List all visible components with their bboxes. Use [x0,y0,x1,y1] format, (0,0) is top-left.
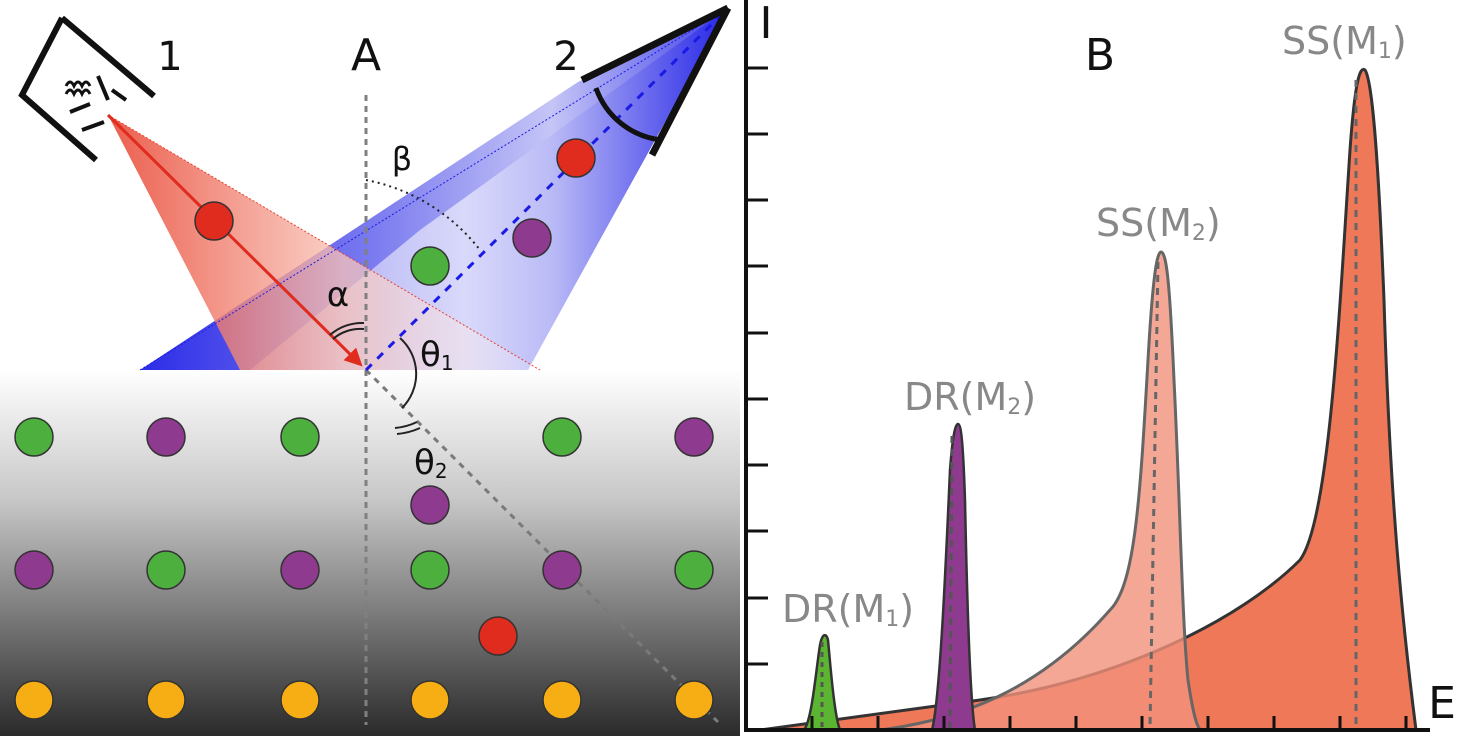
beam-particle-purple [512,218,552,258]
alpha-label: α [327,275,349,315]
peak-ss-m2 [879,250,1203,732]
alpha-arc-inner [332,327,365,340]
theta2-label: θ2 [414,443,448,483]
beam-particle-red [194,201,234,241]
x-axis-ticks [810,716,1408,730]
alpha-arc [329,321,365,336]
peak-label-dr-m1: DR(M1) [782,587,914,632]
atom-green [14,417,54,457]
atom-purple [280,550,320,590]
atom-orange [410,680,450,720]
peak-dr-m2 [930,422,977,732]
atom-purple [410,485,450,525]
atom-green [674,550,714,590]
beam-particle-red [556,138,596,178]
beam-particle-green [410,246,450,286]
theta2-arc-inner [394,421,418,429]
theta1-label: θ1 [420,335,454,375]
atom-orange [542,680,582,720]
atom-orange [674,680,714,720]
atom-orange [280,680,320,720]
atom-red [478,616,518,656]
atom-orange [14,680,54,720]
atom-green [410,550,450,590]
panel-a: A 1 2 α β θ1 θ2 [0,4,740,736]
detector-cone-edge [139,7,729,371]
atom-purple [674,417,714,457]
x-axis-label: E [1428,678,1456,729]
source-housing [18,15,156,163]
atom-purple [14,550,54,590]
atom-purple [542,550,582,590]
peak-label-ss-m2: SS(M2) [1096,201,1221,246]
atom-green [146,550,186,590]
lattice-atoms [14,417,714,720]
source-label: 1 [157,34,182,80]
y-axis-label: I [760,0,773,49]
atom-orange [146,680,186,720]
panel-b: I E B DR(M1) DR(M2) SS(M2) SS(M1) [744,0,1456,732]
peak-label-dr-m2: DR(M2) [904,375,1036,420]
y-axis-ticks [746,66,768,666]
theta1-arc [399,337,418,409]
panel-a-label: A [351,30,381,81]
detector-label: 2 [553,34,578,80]
atom-purple [146,417,186,457]
peak-label-ss-m1: SS(M1) [1282,19,1407,64]
panel-b-label: B [1085,30,1115,81]
atom-green [280,417,320,457]
incident-arrow [106,113,363,367]
scattered-path [364,12,724,372]
detector-housing [580,4,732,157]
theta2-arc [396,427,421,435]
peak-center-dr-m2 [948,435,954,729]
atom-green [542,417,582,457]
sample-block [0,370,740,736]
beta-label: β [392,140,412,178]
beta-arc [365,179,481,251]
